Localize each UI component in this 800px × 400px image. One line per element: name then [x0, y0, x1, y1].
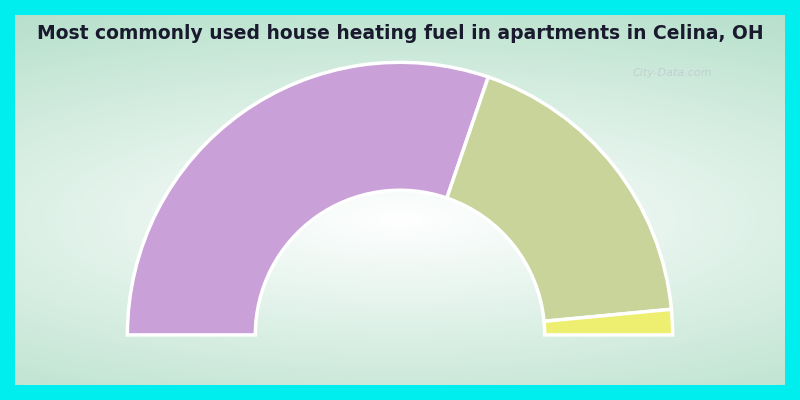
Text: City-Data.com: City-Data.com: [633, 68, 712, 78]
Wedge shape: [127, 62, 488, 335]
Text: Most commonly used house heating fuel in apartments in Celina, OH: Most commonly used house heating fuel in…: [37, 24, 763, 43]
Wedge shape: [544, 309, 673, 335]
Wedge shape: [447, 77, 671, 321]
